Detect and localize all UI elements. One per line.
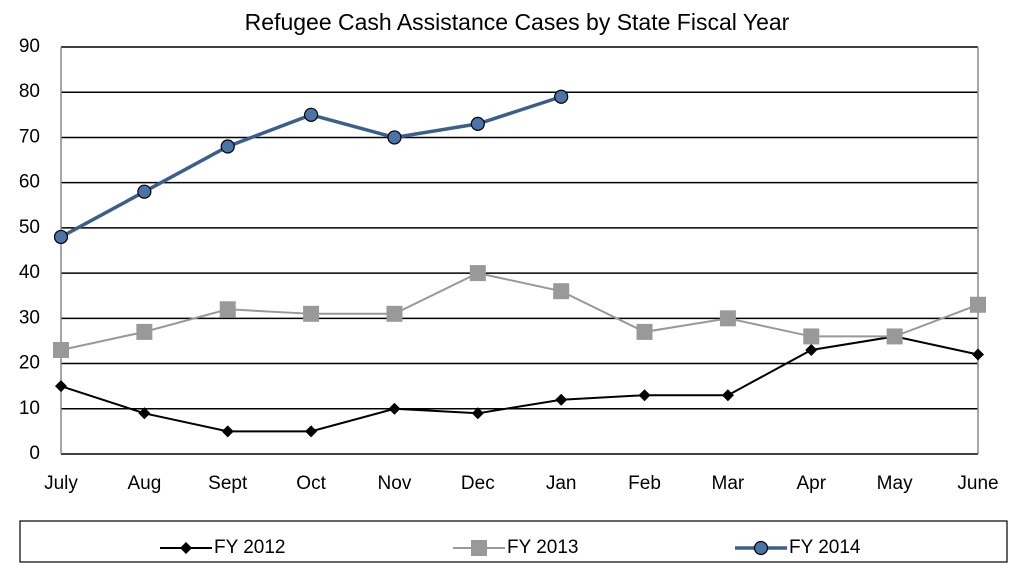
marker [220,139,235,154]
x-tick-label: Apr [796,473,826,494]
y-tick-label: 90 [19,36,40,57]
marker [636,323,653,340]
marker [469,265,486,282]
marker [138,407,151,420]
marker [219,301,236,318]
marker [721,389,734,402]
marker [55,380,67,393]
marker [638,389,651,402]
marker [886,328,903,345]
x-tick-label: May [877,473,913,494]
legend [19,520,1008,563]
x-tick-label: July [44,473,78,494]
y-tick-label: 10 [19,398,40,419]
y-tick-label: 20 [19,353,40,374]
marker [753,540,769,556]
marker [136,323,153,340]
y-tick-label: 30 [19,307,40,328]
marker [970,296,986,313]
x-tick-label: Feb [628,473,661,494]
marker [805,343,818,356]
y-tick-label: 0 [29,443,40,464]
x-tick-label: Oct [296,473,326,494]
marker [137,184,152,199]
marker [180,542,192,554]
x-tick-label: Sept [208,473,248,494]
x-tick-label: Mar [712,473,745,494]
marker [471,407,484,420]
x-tick-label: Jan [546,473,577,494]
marker [221,425,234,438]
marker [554,89,569,104]
marker [53,341,69,358]
marker [803,328,820,345]
marker [471,540,487,556]
marker [470,116,485,131]
marker [303,107,319,122]
legend-label: FY 2013 [507,537,578,558]
marker [386,305,403,322]
marker [387,130,402,145]
chart-title: Refugee Cash Assistance Cases by State F… [245,9,790,35]
y-tick-label: 70 [19,126,40,147]
marker [719,310,736,327]
marker [305,425,318,438]
marker [388,402,401,415]
x-tick-label: June [957,473,998,494]
x-tick-label: Dec [461,473,495,494]
marker [553,283,570,300]
marker [53,229,69,245]
legend-label: FY 2014 [789,537,861,558]
series-line [60,335,979,433]
marker [303,305,320,322]
x-tick-label: Aug [127,473,161,494]
y-tick-label: 40 [19,262,40,283]
marker [555,393,568,406]
y-tick-label: 80 [19,81,40,102]
series-line [60,272,979,351]
y-tick-label: 60 [19,172,40,193]
x-tick-label: Nov [378,473,412,494]
y-tick-label: 50 [19,217,40,238]
legend-label: FY 2012 [214,537,285,558]
marker [972,348,984,361]
